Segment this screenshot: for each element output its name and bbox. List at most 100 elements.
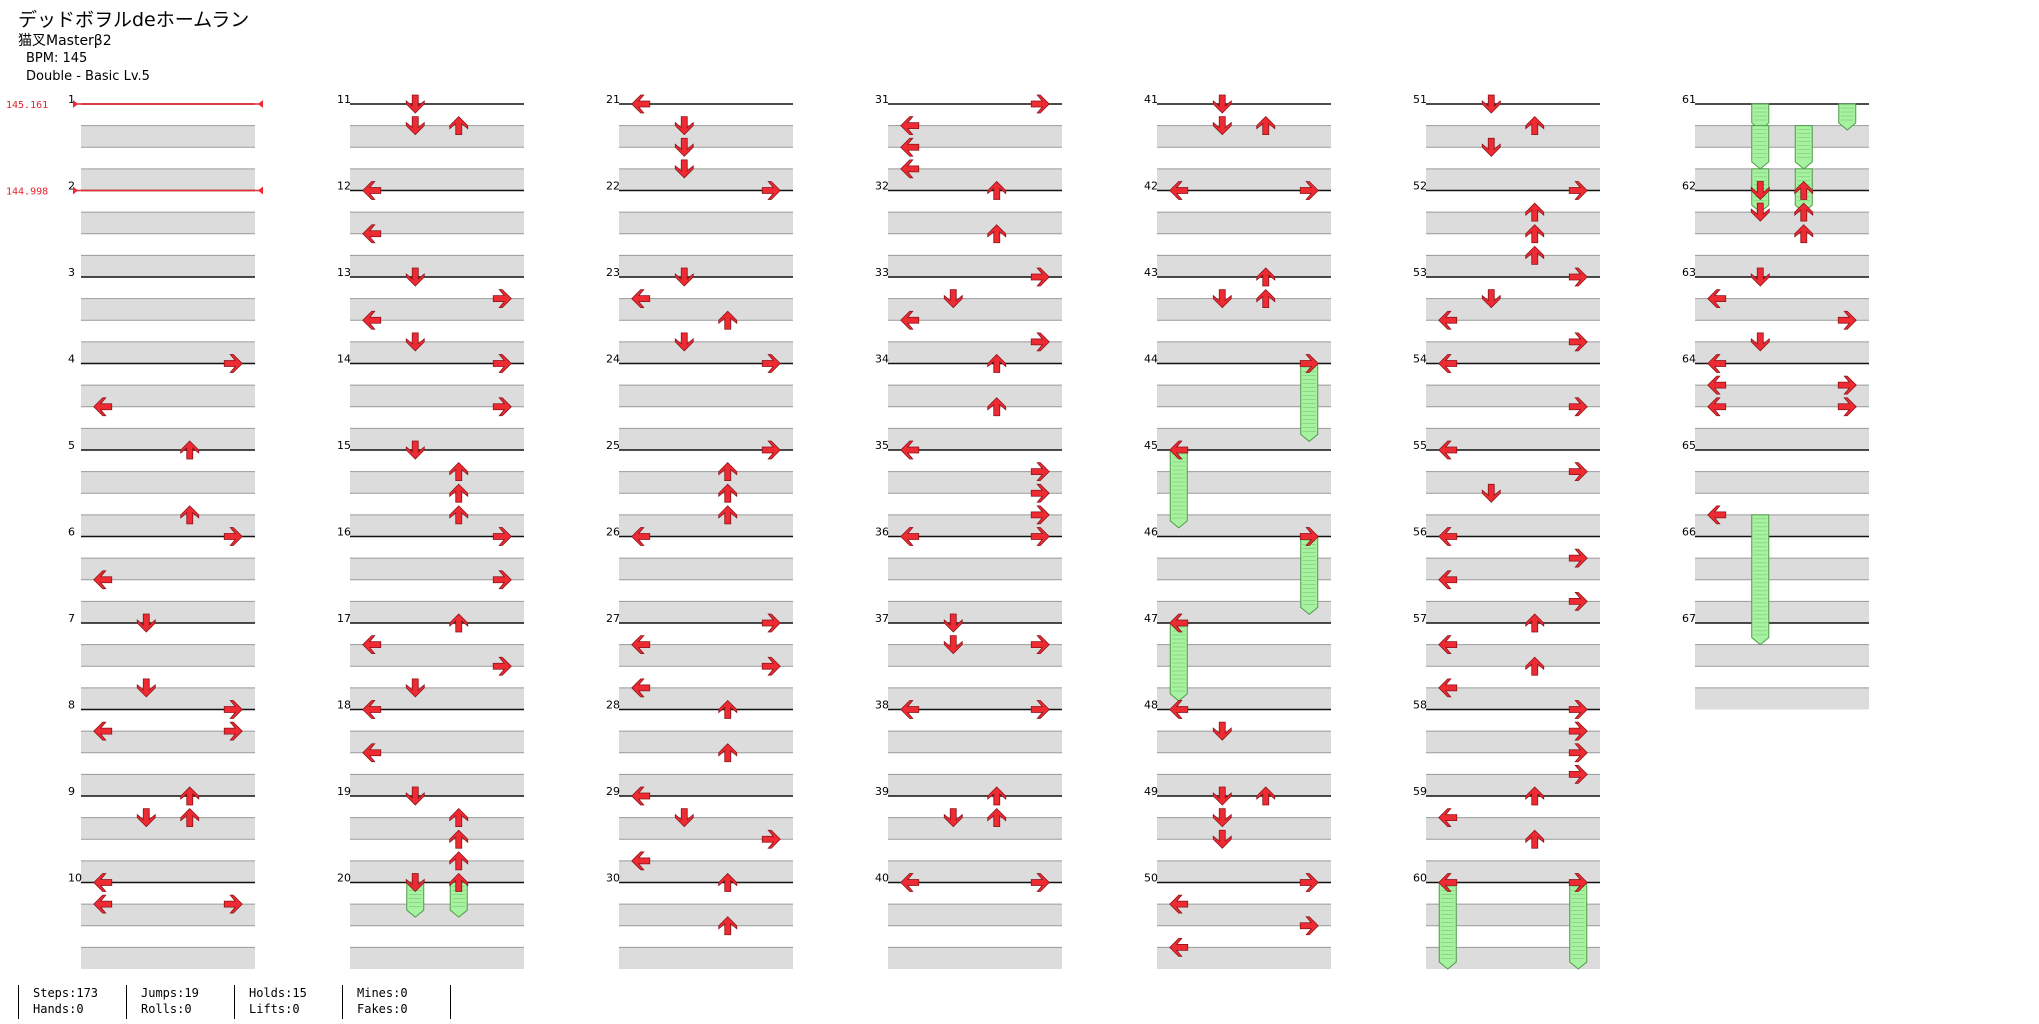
- measure-number: 26: [606, 526, 620, 539]
- tap-arrow-d-shape: [405, 116, 425, 136]
- tap-arrow-d: [674, 137, 694, 157]
- measure-number: 42: [1144, 180, 1158, 193]
- beat-band: [1426, 125, 1600, 148]
- tap-arrow-u: [987, 397, 1007, 417]
- tap-arrow-d: [943, 635, 963, 655]
- tap-arrow-u: [1794, 224, 1814, 244]
- tap-arrow-r-shape: [1568, 181, 1588, 200]
- beat-band: [1695, 125, 1869, 148]
- beat-band: [619, 168, 793, 191]
- stat-lifts: Lifts:0: [249, 1002, 300, 1016]
- hold-body: [1169, 449, 1188, 529]
- beat-band: [1426, 860, 1600, 883]
- tap-arrow-u: [987, 224, 1007, 244]
- tap-arrow-r-shape: [1030, 483, 1050, 503]
- bpm-change-value: 145.161: [6, 100, 48, 111]
- stat-holds: Holds:15: [249, 986, 307, 1000]
- tap-arrow-u-shape: [987, 786, 1007, 806]
- measure-number: 19: [337, 785, 351, 798]
- stat-hands: Hands:0: [33, 1002, 84, 1016]
- tap-arrow-d-shape: [1212, 829, 1232, 849]
- tap-arrow-l: [1169, 937, 1189, 957]
- tap-arrow-l-shape: [1438, 440, 1458, 460]
- tap-arrow-r: [492, 354, 512, 373]
- tap-arrow-u-shape: [718, 916, 738, 936]
- measure-number: 28: [606, 699, 620, 712]
- tap-arrow-d-shape: [1481, 289, 1501, 309]
- tap-arrow-u: [987, 180, 1007, 200]
- measure-number: 66: [1682, 526, 1696, 539]
- tap-arrow-r: [223, 700, 243, 719]
- tap-arrow-u: [1525, 224, 1545, 244]
- tap-arrow-r-shape: [223, 700, 243, 719]
- tap-arrow-u-shape: [718, 872, 738, 892]
- measure-number: 40: [875, 872, 889, 885]
- beat-band: [888, 644, 1062, 667]
- tap-arrow-u-shape: [718, 462, 738, 482]
- beat-band: [619, 255, 793, 277]
- tap-arrow-u: [1525, 116, 1545, 136]
- beat-band: [888, 860, 1062, 883]
- tap-arrow-l: [900, 527, 920, 546]
- tap-arrow-r-shape: [761, 354, 781, 373]
- beat-band: [619, 125, 793, 148]
- beat-band: [81, 817, 255, 840]
- tap-arrow-u: [1525, 202, 1545, 222]
- hold-body: [1300, 363, 1319, 442]
- beat-band: [350, 255, 524, 277]
- tap-arrow-u-shape: [987, 353, 1007, 373]
- tap-arrow-d: [405, 116, 425, 136]
- beat-band: [81, 471, 255, 494]
- measure-number: 18: [337, 699, 351, 712]
- tap-arrow-u-shape: [449, 483, 469, 503]
- tap-arrow-u: [718, 483, 738, 503]
- measure-number: 50: [1144, 872, 1158, 885]
- measure-number: 11: [337, 93, 351, 106]
- beat-band: [1695, 385, 1869, 407]
- tap-arrow-l: [362, 635, 382, 655]
- measure-number: 46: [1144, 526, 1158, 539]
- bpm-marker-left: [73, 100, 78, 108]
- beat-band: [1695, 601, 1869, 623]
- tap-arrow-d-shape: [1481, 137, 1501, 157]
- tap-arrow-l-shape: [900, 116, 920, 136]
- measure-number: 3: [68, 266, 75, 279]
- tap-arrow-r-shape: [761, 829, 781, 849]
- hold-body: [1794, 125, 1813, 170]
- tap-arrow-r-shape: [1030, 462, 1050, 482]
- tap-arrow-r-shape: [1568, 548, 1588, 568]
- tap-arrow-d-shape: [1212, 721, 1232, 741]
- tap-arrow-d: [1212, 116, 1232, 136]
- tap-arrow-r-shape: [761, 181, 781, 200]
- tap-arrow-r: [492, 527, 512, 546]
- tap-arrow-r: [1568, 462, 1588, 482]
- measure-number: 55: [1413, 439, 1427, 452]
- tap-arrow-d-shape: [1750, 332, 1770, 352]
- tap-arrow-l: [362, 700, 382, 719]
- tap-arrow-d-shape: [1481, 483, 1501, 503]
- tap-arrow-r-shape: [1030, 505, 1050, 525]
- beat-band: [1426, 774, 1600, 796]
- beat-band: [1426, 644, 1600, 667]
- tap-arrow-d-shape: [943, 635, 963, 655]
- tap-arrow-u-shape: [987, 180, 1007, 200]
- measure-number: 8: [68, 699, 75, 712]
- tap-arrow-u-shape: [1525, 656, 1545, 676]
- tap-arrow-r-shape: [1299, 181, 1319, 200]
- tap-arrow-r: [1568, 181, 1588, 200]
- tap-arrow-r: [1568, 721, 1588, 741]
- tap-arrow-d: [136, 613, 156, 633]
- difficulty-label: Double - Basic Lv.5: [26, 69, 150, 84]
- tap-arrow-r: [1568, 267, 1588, 287]
- tap-arrow-r: [1299, 354, 1319, 373]
- tap-arrow-u-shape: [1525, 116, 1545, 136]
- tap-arrow-d: [1212, 786, 1232, 806]
- measure-number: 44: [1144, 353, 1158, 366]
- tap-arrow-d: [1212, 94, 1232, 114]
- tap-arrow-r: [223, 894, 243, 914]
- beat-band: [1426, 341, 1600, 364]
- tap-arrow-r-shape: [1299, 354, 1319, 373]
- tap-arrow-r-shape: [1568, 721, 1588, 741]
- tap-arrow-u-shape: [718, 743, 738, 763]
- tap-arrow-d: [1212, 721, 1232, 741]
